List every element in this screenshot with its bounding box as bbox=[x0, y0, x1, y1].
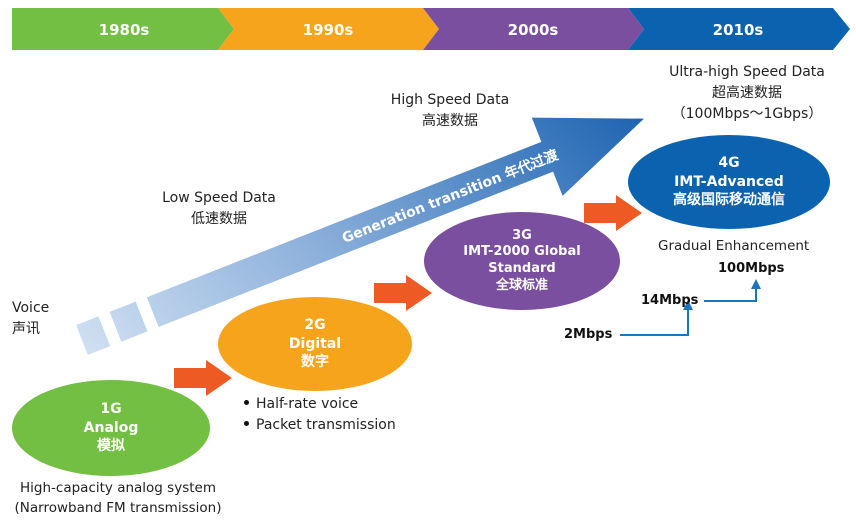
bullet-dot bbox=[244, 399, 249, 405]
voice-en: Voice bbox=[12, 300, 50, 316]
g1-caption: High-capacity analog system (Narrowband … bbox=[6, 479, 230, 518]
g3-label: 3G bbox=[512, 227, 532, 243]
era-segment-1980s bbox=[12, 8, 234, 50]
low-speed-en: Low Speed Data bbox=[162, 190, 276, 206]
ultra-speed-cn: 超高速数据 bbox=[712, 85, 782, 101]
g1-caption-line-1: High-capacity analog system bbox=[20, 480, 216, 496]
rate-step-14mbps-100mbps bbox=[704, 287, 757, 302]
g4-name: IMT-Advanced bbox=[674, 173, 784, 190]
rate-arrowhead-1 bbox=[683, 300, 693, 310]
rate-step-2mbps-14mbps bbox=[620, 308, 689, 336]
dash-1 bbox=[76, 316, 111, 355]
dash-2 bbox=[109, 301, 148, 342]
g3-name-2: Standard bbox=[488, 261, 556, 276]
g4-cn: 高级国际移动通信 bbox=[673, 192, 785, 209]
rate-14mbps: 14Mbps bbox=[641, 293, 699, 308]
g1-caption-line-2: (Narrowband FM transmission) bbox=[14, 499, 222, 516]
era-label-1980s: 1980s bbox=[99, 21, 150, 39]
g2-bullet-1: Half-rate voice bbox=[244, 396, 358, 412]
era-segment-2000s bbox=[423, 8, 644, 50]
g1-cn: 模拟 bbox=[97, 438, 125, 455]
ultra-speed-caption: Ultra-high Speed Data 超高速数据 （100Mbps～1Gb… bbox=[658, 62, 836, 125]
connector-arrow-2 bbox=[374, 275, 432, 311]
rate-100mbps: 100Mbps bbox=[718, 261, 785, 276]
era-label-2000s: 2000s bbox=[508, 21, 559, 39]
g2-bullet-2-text: Packet transmission bbox=[256, 417, 396, 433]
g1-label: 1G bbox=[100, 401, 122, 418]
connector-arrow-1 bbox=[174, 360, 232, 396]
g3-name-1: IMT-2000 Global bbox=[463, 244, 581, 260]
era-label-1990s: 1990s bbox=[303, 21, 354, 39]
high-speed-caption: High Speed Data 高速数据 bbox=[382, 90, 518, 132]
bullet-dot bbox=[244, 420, 249, 426]
g2-label: 2G bbox=[304, 317, 326, 334]
era-label-2010s: 2010s bbox=[713, 21, 764, 39]
arrow-shaft bbox=[146, 117, 644, 328]
rate-arrowhead-2 bbox=[751, 279, 761, 289]
g1-name: Analog bbox=[83, 419, 139, 436]
low-speed-cn: 低速数据 bbox=[191, 211, 247, 227]
voice-cn: 声讯 bbox=[12, 321, 40, 337]
era-segment-1990s bbox=[218, 8, 439, 50]
high-speed-cn: 高速数据 bbox=[422, 113, 478, 129]
generation-4g-ellipse: 4G IMT-Advanced 高级国际移动通信 bbox=[628, 135, 830, 229]
gradual-enhancement-label: Gradual Enhancement bbox=[658, 238, 810, 254]
g2-bullet-1-text: Half-rate voice bbox=[256, 396, 359, 412]
g2-cn: 数字 bbox=[301, 354, 329, 371]
g3-cn: 全球标准 bbox=[495, 277, 548, 293]
g2-bullet-2: Packet transmission bbox=[244, 417, 396, 433]
voice-caption: Voice 声讯 bbox=[12, 298, 49, 340]
generation-2g-ellipse: 2G Digital 数字 bbox=[218, 297, 412, 391]
ultra-speed-en: Ultra-high Speed Data bbox=[669, 64, 825, 80]
era-segment-2010s bbox=[628, 8, 850, 50]
rate-2mbps: 2Mbps bbox=[564, 327, 613, 342]
connector-arrow-3 bbox=[584, 195, 642, 231]
generation-1g-ellipse: 1G Analog 模拟 bbox=[12, 380, 210, 476]
g2-name: Digital bbox=[288, 335, 342, 352]
ultra-speed-range: （100Mbps～1Gbps） bbox=[671, 106, 823, 122]
high-speed-en: High Speed Data bbox=[390, 92, 510, 108]
g4-label: 4G bbox=[718, 155, 740, 172]
low-speed-caption: Low Speed Data 低速数据 bbox=[150, 188, 288, 230]
generation-3g-ellipse: 3G IMT-2000 Global Standard 全球标准 bbox=[424, 212, 620, 310]
